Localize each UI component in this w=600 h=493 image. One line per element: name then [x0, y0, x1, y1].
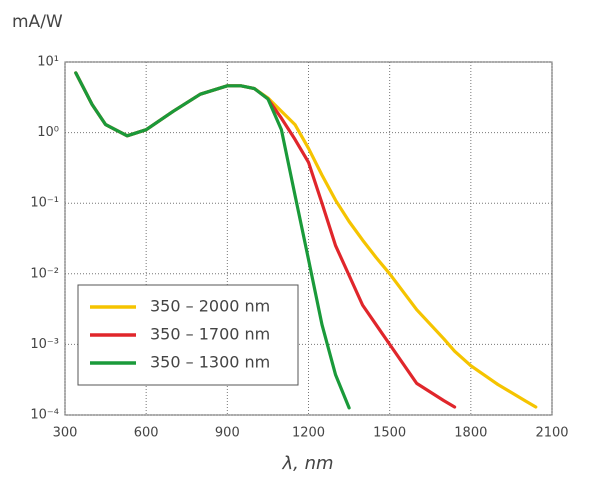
- y-tick-label: 10⁻²: [30, 266, 59, 281]
- y-tick-label: 10¹: [37, 55, 59, 70]
- y-tick-label: 10⁰: [37, 125, 59, 140]
- data-line: [74, 71, 351, 410]
- legend-label: 350 – 1700 nm: [150, 325, 270, 344]
- x-tick-label: 1800: [454, 426, 487, 441]
- x-tick-label: 1200: [292, 426, 325, 441]
- x-tick-label: 2100: [535, 426, 568, 441]
- y-tick-label: 10⁻³: [30, 337, 59, 352]
- x-tick-label: 1500: [373, 426, 406, 441]
- x-tick-label: 600: [134, 426, 159, 441]
- legend-label: 350 – 2000 nm: [150, 297, 270, 316]
- y-tick-label: 10⁻¹: [30, 196, 59, 211]
- y-axis-label: mA/W: [12, 12, 63, 32]
- x-axis-label: λ, nm: [281, 453, 333, 474]
- legend-label: 350 – 1300 nm: [150, 353, 270, 372]
- y-tick-label: 10⁻⁴: [30, 408, 59, 423]
- x-tick-label: 300: [53, 426, 78, 441]
- x-tick-label: 900: [215, 426, 240, 441]
